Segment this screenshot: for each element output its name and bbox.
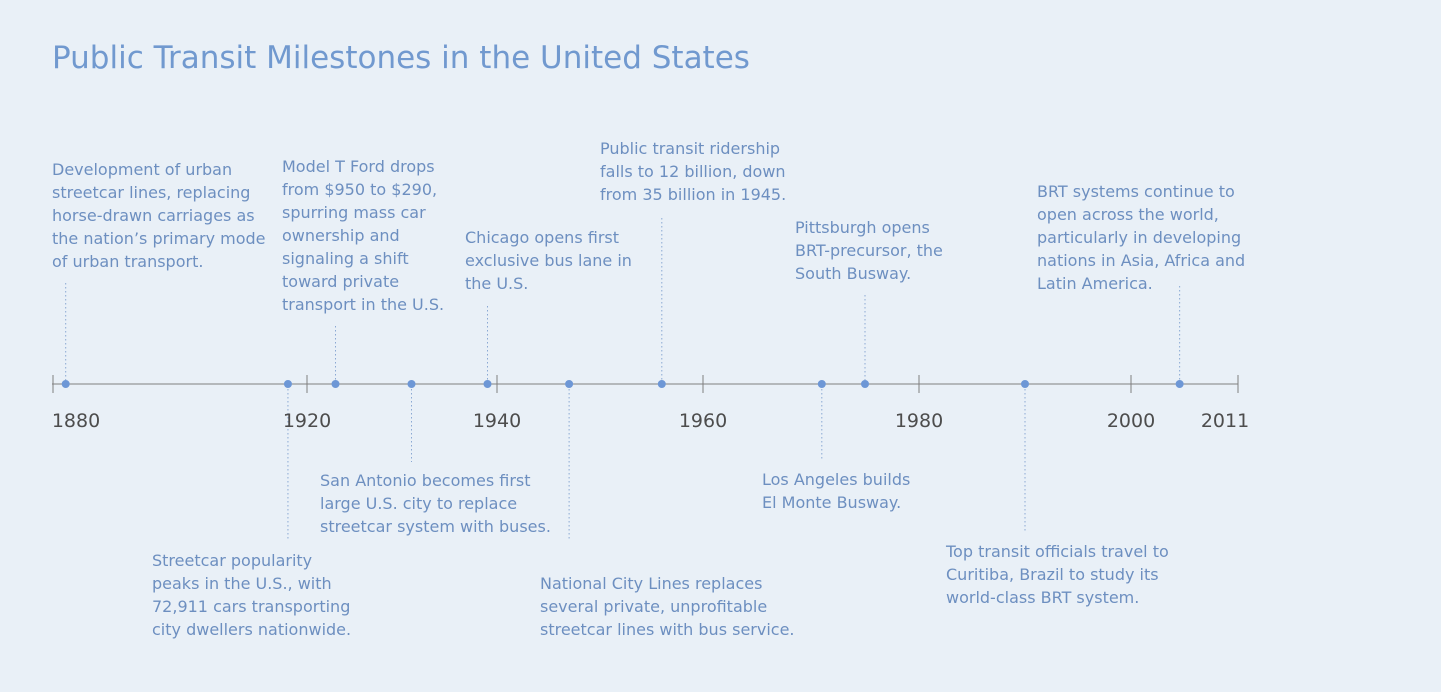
event-description-1917: Streetcar popularity peaks in the U.S., … [152,551,352,639]
timeline-ticks [52,375,1239,393]
event-marker-1939 [483,380,492,388]
event-marker-1931 [407,380,416,388]
page-title: Public Transit Milestones in the United … [52,40,750,76]
event-description-1975: Pittsburgh opens BRT-precursor, the Sout… [795,218,943,283]
event-marker-1990 [1021,380,1029,388]
year-label-1920: 1920 [282,410,332,432]
event-marker-2005 [1175,380,1184,388]
event-description-1971: Los Angeles builds El Monte Busway. [762,470,911,512]
event-marker-1956 [657,380,666,388]
year-label-1880: 1880 [51,410,101,432]
event-description-1882: Development of urban streetcar lines, re… [52,160,266,271]
event-marker-1947 [565,380,574,388]
event-description-1931: San Antonio becomes first large U.S. cit… [320,471,551,536]
year-label-2011: 2011 [1200,410,1250,432]
event-description-1990: Top transit officials travel to Curitiba… [946,542,1169,607]
year-label-1980: 1980 [894,410,944,432]
event-marker-1971 [817,380,826,388]
event-markers [61,380,1184,388]
event-leaders [65,218,1181,541]
year-label-1960: 1960 [678,410,728,432]
event-description-1923: Model T Ford drops from $950 to $290, sp… [282,157,445,314]
event-description-1956: Public transit ridership falls to 12 bil… [600,139,787,204]
year-label-2000: 2000 [1106,410,1156,432]
event-description-1939: Chicago opens first exclusive bus lane i… [465,228,632,293]
event-marker-1923 [331,380,340,388]
event-marker-1917 [283,380,292,388]
event-description-1947: National City Lines replaces several pri… [540,574,795,639]
year-label-1940: 1940 [472,410,522,432]
event-description-2005: BRT systems continue to open across the … [1037,182,1246,293]
event-marker-1975 [861,380,869,388]
event-marker-1882 [61,380,70,388]
